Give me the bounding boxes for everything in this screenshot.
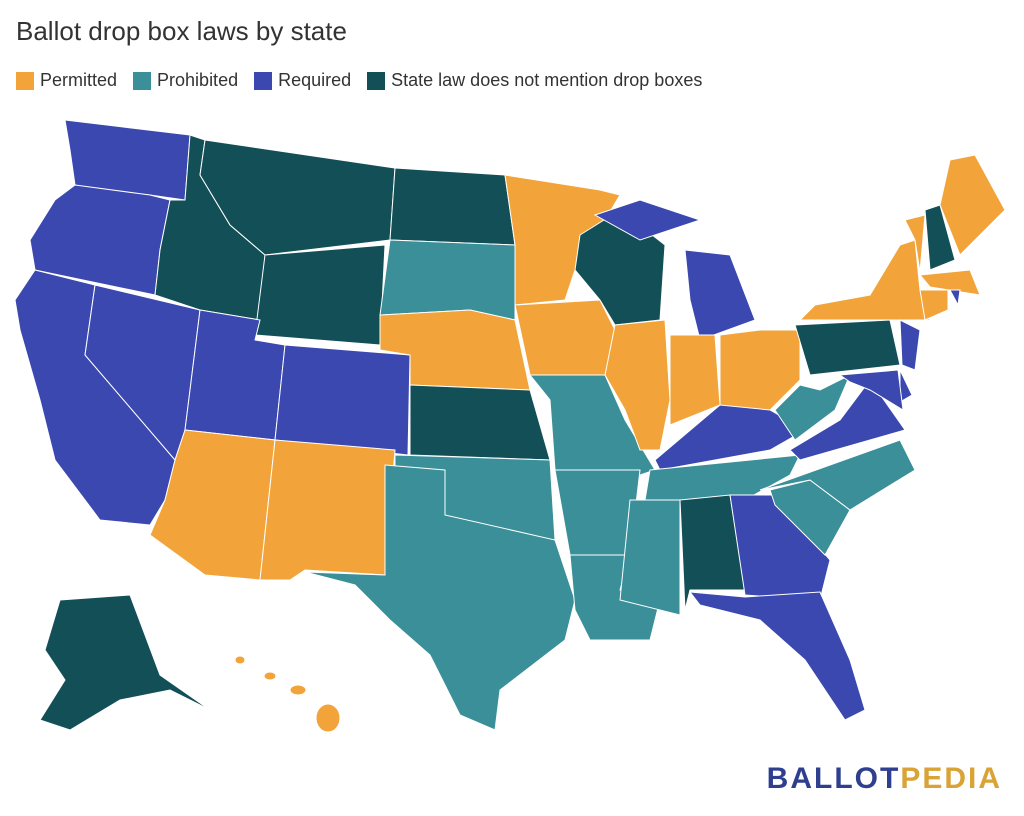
state xyxy=(274,344,411,456)
state xyxy=(899,319,921,371)
logo-text: BALLOT xyxy=(766,762,901,795)
state xyxy=(604,319,671,451)
state xyxy=(794,319,901,376)
state xyxy=(504,174,621,306)
state xyxy=(919,289,949,321)
state xyxy=(684,249,756,341)
state xyxy=(759,439,916,511)
state xyxy=(939,154,1006,256)
legend-label: Permitted xyxy=(40,70,118,90)
legend-label: Prohibited xyxy=(157,70,239,90)
state xyxy=(514,299,621,376)
legend-swatch xyxy=(16,71,34,90)
legend: Permitted Prohibited Required State law doe… xyxy=(16,70,702,91)
state xyxy=(389,167,516,246)
state xyxy=(528,374,656,476)
title: Ballot drop box laws by state xyxy=(16,16,347,46)
legend-label: Required xyxy=(278,70,352,90)
state xyxy=(289,684,307,696)
legend-item: Permitted xyxy=(16,70,117,91)
state xyxy=(304,464,576,731)
state xyxy=(254,244,386,346)
state xyxy=(593,199,702,241)
state xyxy=(838,369,904,411)
state xyxy=(379,239,516,321)
state xyxy=(688,591,866,721)
state xyxy=(904,214,926,273)
state xyxy=(234,655,246,665)
state xyxy=(259,439,396,581)
legend-swatch xyxy=(254,71,273,90)
logo: BALLOTPEDIA xyxy=(767,762,1002,796)
state xyxy=(798,239,931,321)
legend-swatch xyxy=(367,71,386,90)
state xyxy=(949,289,961,307)
state xyxy=(39,594,211,731)
state xyxy=(409,384,551,461)
legend-item: Prohibited xyxy=(133,70,238,91)
legend-item: Required xyxy=(254,70,351,91)
state xyxy=(919,269,981,296)
state xyxy=(315,703,341,733)
legend-swatch xyxy=(133,71,152,90)
state xyxy=(729,494,831,601)
state xyxy=(789,379,906,461)
state xyxy=(263,671,277,681)
state xyxy=(924,204,956,271)
legend-item: State law does not mention drop boxes xyxy=(367,70,702,91)
state xyxy=(619,499,681,616)
logo-text: PEDIA xyxy=(900,762,1002,795)
state xyxy=(679,494,746,611)
legend-label: State law does not mention drop boxes xyxy=(391,70,703,90)
